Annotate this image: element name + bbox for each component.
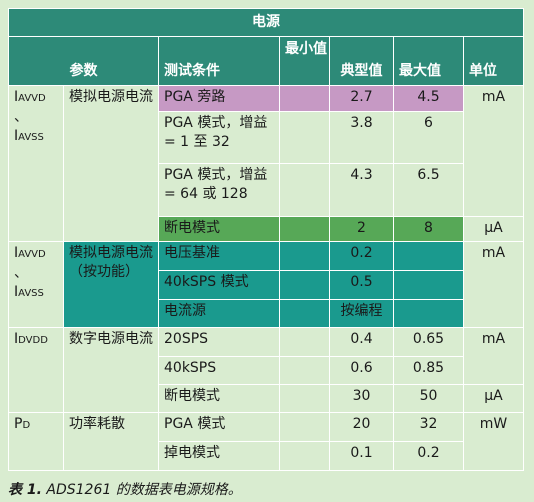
table-row: IDVDD 数字电源电流 20SPS 0.4 0.65 mA	[8, 326, 525, 414]
table-row: 40kSPS 模式 0.5	[9, 269, 524, 300]
min-cell	[279, 326, 330, 357]
min-cell	[279, 111, 330, 164]
header-param: 参数	[8, 35, 159, 87]
unit-cell: mW	[462, 412, 525, 471]
table-row: 40kSPS 0.6 0.85	[9, 355, 524, 386]
param-cell: 功率耗散	[63, 412, 159, 471]
param-cell: 模拟电源电流	[63, 85, 159, 243]
table-row: PGA 模式，增益 = 64 或 128 4.3 6.5	[9, 162, 524, 218]
max-cell: 6	[393, 111, 464, 164]
symbol-cell: IDVDD	[8, 326, 64, 414]
symbol-cell: IAVVD 、 IAVSS	[8, 85, 64, 243]
typ-cell: 0.2	[329, 241, 394, 271]
max-cell: 50	[393, 384, 464, 414]
caption-label: 表 1.	[8, 482, 42, 498]
min-cell	[279, 355, 330, 386]
table-title: 电源	[7, 8, 525, 37]
min-cell	[279, 269, 330, 300]
max-cell	[393, 241, 464, 271]
condition-cell: 断电模式	[158, 384, 280, 414]
condition-cell: PGA 模式，增益 = 1 至 32	[158, 111, 280, 164]
condition-cell: 40kSPS 模式	[158, 269, 280, 300]
max-cell: 0.85	[393, 355, 464, 386]
table-row: PGA 模式，增益 = 1 至 32 3.8 6	[9, 111, 524, 164]
typ-cell: 2	[329, 216, 394, 243]
condition-cell: 40kSPS	[158, 355, 280, 386]
table-row: PD 功率耗散 PGA 模式 20 32 mW	[8, 412, 525, 471]
header-unit: 单位	[462, 35, 525, 87]
table-caption: 表 1. ADS1261 的数据表电源规格。	[8, 479, 242, 499]
min-cell	[279, 216, 330, 243]
power-spec-table: 电源 参数 测试条件 最小值 典型值 最大值 单位 IAVVD 、 IAVSS …	[7, 8, 525, 471]
table-row: 断电模式 30 50 μA	[9, 384, 525, 414]
min-cell	[279, 412, 330, 443]
header-row: 参数 测试条件 最小值 典型值 最大值 单位	[8, 35, 525, 87]
max-cell: 6.5	[393, 162, 464, 218]
typ-cell: 2.7	[329, 85, 394, 113]
max-cell: 8	[393, 216, 464, 243]
min-cell	[279, 384, 330, 414]
unit-cell: mA	[462, 326, 525, 386]
condition-cell: 20SPS	[158, 326, 280, 357]
typ-cell: 按编程	[329, 298, 394, 328]
max-cell	[393, 298, 464, 328]
typ-cell: 20	[329, 412, 394, 443]
caption-text: ADS1261 的数据表电源规格。	[41, 482, 242, 498]
max-cell: 32	[393, 412, 464, 443]
min-cell	[279, 162, 330, 218]
typ-cell: 4.3	[329, 162, 394, 218]
title-row: 电源	[7, 8, 525, 37]
max-cell: 0.2	[393, 441, 464, 471]
typ-cell: 30	[329, 384, 394, 414]
condition-cell: 电压基准	[158, 241, 280, 271]
min-cell	[279, 241, 330, 271]
typ-cell: 0.6	[329, 355, 394, 386]
min-cell	[279, 298, 330, 328]
table-row: IAVVD 、 IAVSS 模拟电源电流（按功能） 电压基准 0.2 mA	[8, 241, 525, 328]
unit-cell: mA	[462, 85, 525, 218]
header-min: 最小值	[279, 35, 330, 87]
typ-cell: 0.5	[329, 269, 394, 300]
unit-cell: mA	[462, 241, 525, 328]
param-cell: 模拟电源电流（按功能）	[63, 241, 159, 328]
condition-cell: 断电模式	[158, 216, 280, 243]
condition-cell: PGA 旁路	[158, 85, 280, 113]
typ-cell: 0.1	[329, 441, 394, 471]
condition-cell: PGA 模式，增益 = 64 或 128	[158, 162, 280, 218]
typ-cell: 3.8	[329, 111, 394, 164]
min-cell	[279, 441, 330, 471]
unit-cell: μA	[462, 384, 525, 414]
max-cell: 0.65	[393, 326, 464, 357]
typ-cell: 0.4	[329, 326, 394, 357]
condition-cell: PGA 模式	[158, 412, 280, 443]
header-max: 最大值	[393, 35, 464, 87]
condition-cell: 电流源	[158, 298, 280, 328]
table-row: 掉电模式 0.1 0.2	[9, 441, 524, 471]
table-row: IAVVD 、 IAVSS 模拟电源电流 PGA 旁路 2.7 4.5 mA	[8, 85, 525, 243]
header-typ: 典型值	[329, 35, 394, 87]
max-cell: 4.5	[393, 85, 464, 113]
param-cell: 数字电源电流	[63, 326, 159, 414]
min-cell	[279, 85, 330, 113]
max-cell	[393, 269, 464, 300]
unit-cell: μA	[462, 216, 525, 243]
condition-cell: 掉电模式	[158, 441, 280, 471]
header-condition: 测试条件	[158, 35, 280, 87]
symbol-cell: PD	[8, 412, 64, 471]
symbol-cell: IAVVD 、 IAVSS	[8, 241, 64, 328]
